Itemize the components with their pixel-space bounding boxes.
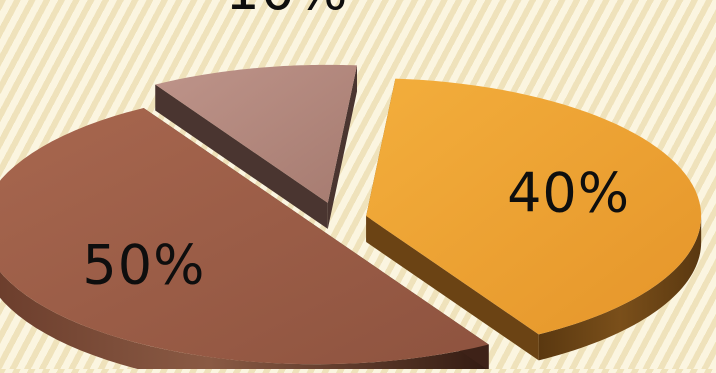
pie-slice-side [538, 216, 702, 361]
pie-slice-wall [327, 65, 357, 229]
pie-slice-label: 50% [82, 234, 205, 297]
pie-slice-wall [366, 216, 539, 361]
pie-slice-side [0, 271, 489, 373]
pie-slice-40pct [366, 78, 702, 361]
pie-slice-label: 40% [507, 161, 630, 224]
pie-slice-wall [155, 84, 328, 229]
pie-slice-50pct [0, 107, 489, 373]
pie-slice-label: 10% [225, 0, 348, 22]
pie-slice-top [155, 64, 357, 203]
pie-slice-top [0, 107, 489, 365]
pie-slice-top [366, 78, 702, 335]
pie-slice-10pct [155, 64, 357, 229]
